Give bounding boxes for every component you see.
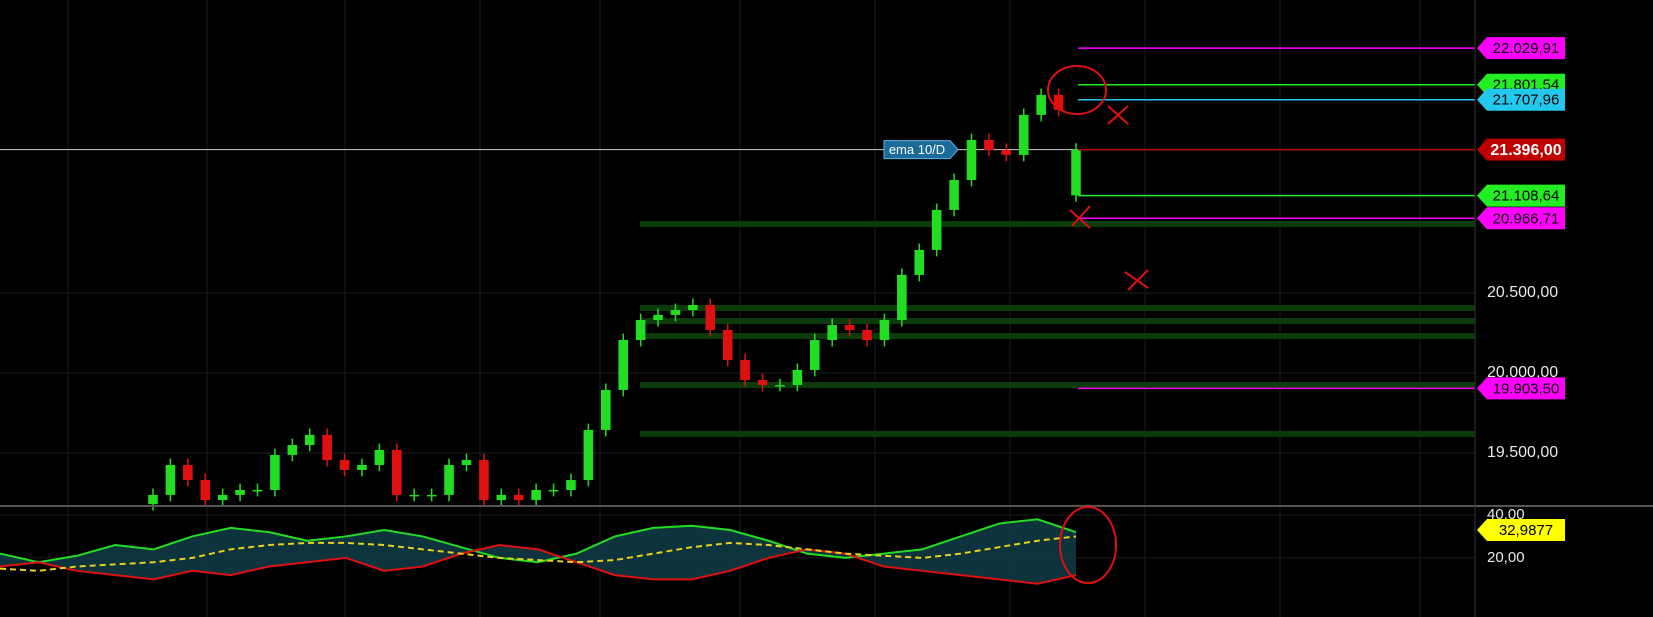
hand-cross: [1124, 269, 1149, 291]
candle-body: [618, 340, 628, 390]
candle-body: [531, 489, 541, 501]
candle-body: [583, 429, 594, 481]
candle-body: [426, 494, 437, 497]
candle-body: [844, 324, 855, 330]
candle-body: [809, 340, 820, 370]
price-tag: [1477, 88, 1565, 111]
support-zone: [640, 333, 1475, 340]
support-zone: [640, 317, 1475, 324]
candle-body: [931, 209, 942, 250]
candle-body: [444, 464, 454, 495]
y-tick-label: 20,00: [1487, 549, 1525, 566]
indicator-line: [0, 518, 1077, 564]
candle-body: [1018, 114, 1029, 155]
y-tick-label: 40,00: [1487, 506, 1525, 523]
candle-body: [548, 489, 559, 492]
ema-badge: [883, 140, 959, 160]
candle-body: [392, 449, 402, 495]
candle-body: [635, 320, 646, 341]
candle-body: [984, 140, 994, 150]
y-tick-label: 19.500,00: [1487, 444, 1558, 461]
candle-body: [479, 460, 489, 501]
y-tick-label: 20.500,00: [1487, 284, 1558, 301]
candle-body: [722, 329, 733, 361]
indicator-line: [0, 535, 1077, 572]
candle-body: [165, 464, 176, 495]
support-zone: [640, 430, 1475, 437]
candle-body: [513, 494, 524, 501]
candle-body: [705, 304, 716, 330]
price-tag-label: 32,9877: [1499, 522, 1553, 539]
support-zone: [640, 381, 1475, 388]
candle-body: [496, 494, 507, 501]
di-fill: [0, 519, 1076, 584]
y-tick-label: 20.000,00: [1487, 364, 1558, 381]
candle-body: [339, 460, 350, 470]
candle-body: [235, 489, 245, 495]
price-tag-label: 21.108,64: [1493, 188, 1560, 205]
candle-body: [1053, 94, 1064, 110]
candle-body: [461, 460, 472, 465]
price-tag: [1477, 184, 1565, 207]
candle-body: [1071, 149, 1081, 196]
hand-circle: [1059, 506, 1117, 584]
candle-body: [914, 249, 925, 275]
candle-body: [183, 464, 193, 481]
candle-body: [897, 274, 907, 321]
candle-body: [1001, 149, 1012, 155]
candle-body: [287, 444, 298, 455]
candle-body: [374, 449, 385, 465]
price-tag-label: 21.396,00: [1490, 142, 1561, 159]
candle-body: [757, 380, 768, 385]
candle-body: [775, 384, 785, 387]
candle-body: [740, 360, 750, 381]
candle-body: [862, 329, 872, 341]
candle-body: [601, 389, 611, 430]
candle-body: [879, 320, 890, 341]
candle-body: [949, 180, 959, 210]
support-zone: [640, 221, 1475, 228]
candle-body: [200, 480, 211, 501]
price-tag: [1477, 138, 1565, 161]
candle-body: [148, 494, 158, 505]
hand-cross: [1069, 205, 1091, 229]
candle-body: [304, 434, 315, 445]
candle-body: [270, 454, 280, 490]
support-zone: [640, 305, 1475, 312]
hand-cross: [1107, 105, 1129, 125]
hand-circle: [1047, 65, 1107, 115]
candle-body: [688, 304, 698, 310]
price-tag-label: 19.903,50: [1493, 380, 1560, 397]
candle-body: [653, 314, 663, 321]
candle-body: [827, 324, 837, 341]
candle-body: [966, 140, 977, 181]
candle-body: [1036, 94, 1046, 115]
candle-body: [409, 494, 420, 497]
candle-body: [670, 309, 681, 315]
price-tag: [1477, 37, 1565, 60]
candle-body: [217, 494, 228, 501]
price-tag-label: 22.029,91: [1493, 40, 1560, 57]
candle-body: [792, 369, 803, 385]
candle-body: [566, 480, 576, 490]
price-tag: [1477, 377, 1565, 400]
candle-body: [252, 489, 263, 492]
candle-body: [322, 434, 332, 461]
candle-body: [357, 464, 367, 470]
price-tag-label: 21.707,96: [1493, 92, 1560, 109]
price-tag-label: 20.966,71: [1493, 210, 1560, 227]
price-tag: [1477, 519, 1565, 542]
plot-layer: 19.500,00 20.000,00 20.500,00 ema 10/D 22.02…: [0, 0, 1565, 617]
indicator-line: [0, 544, 1077, 585]
price-tag: [1477, 207, 1565, 230]
ema-label: ema 10/D: [889, 142, 945, 157]
